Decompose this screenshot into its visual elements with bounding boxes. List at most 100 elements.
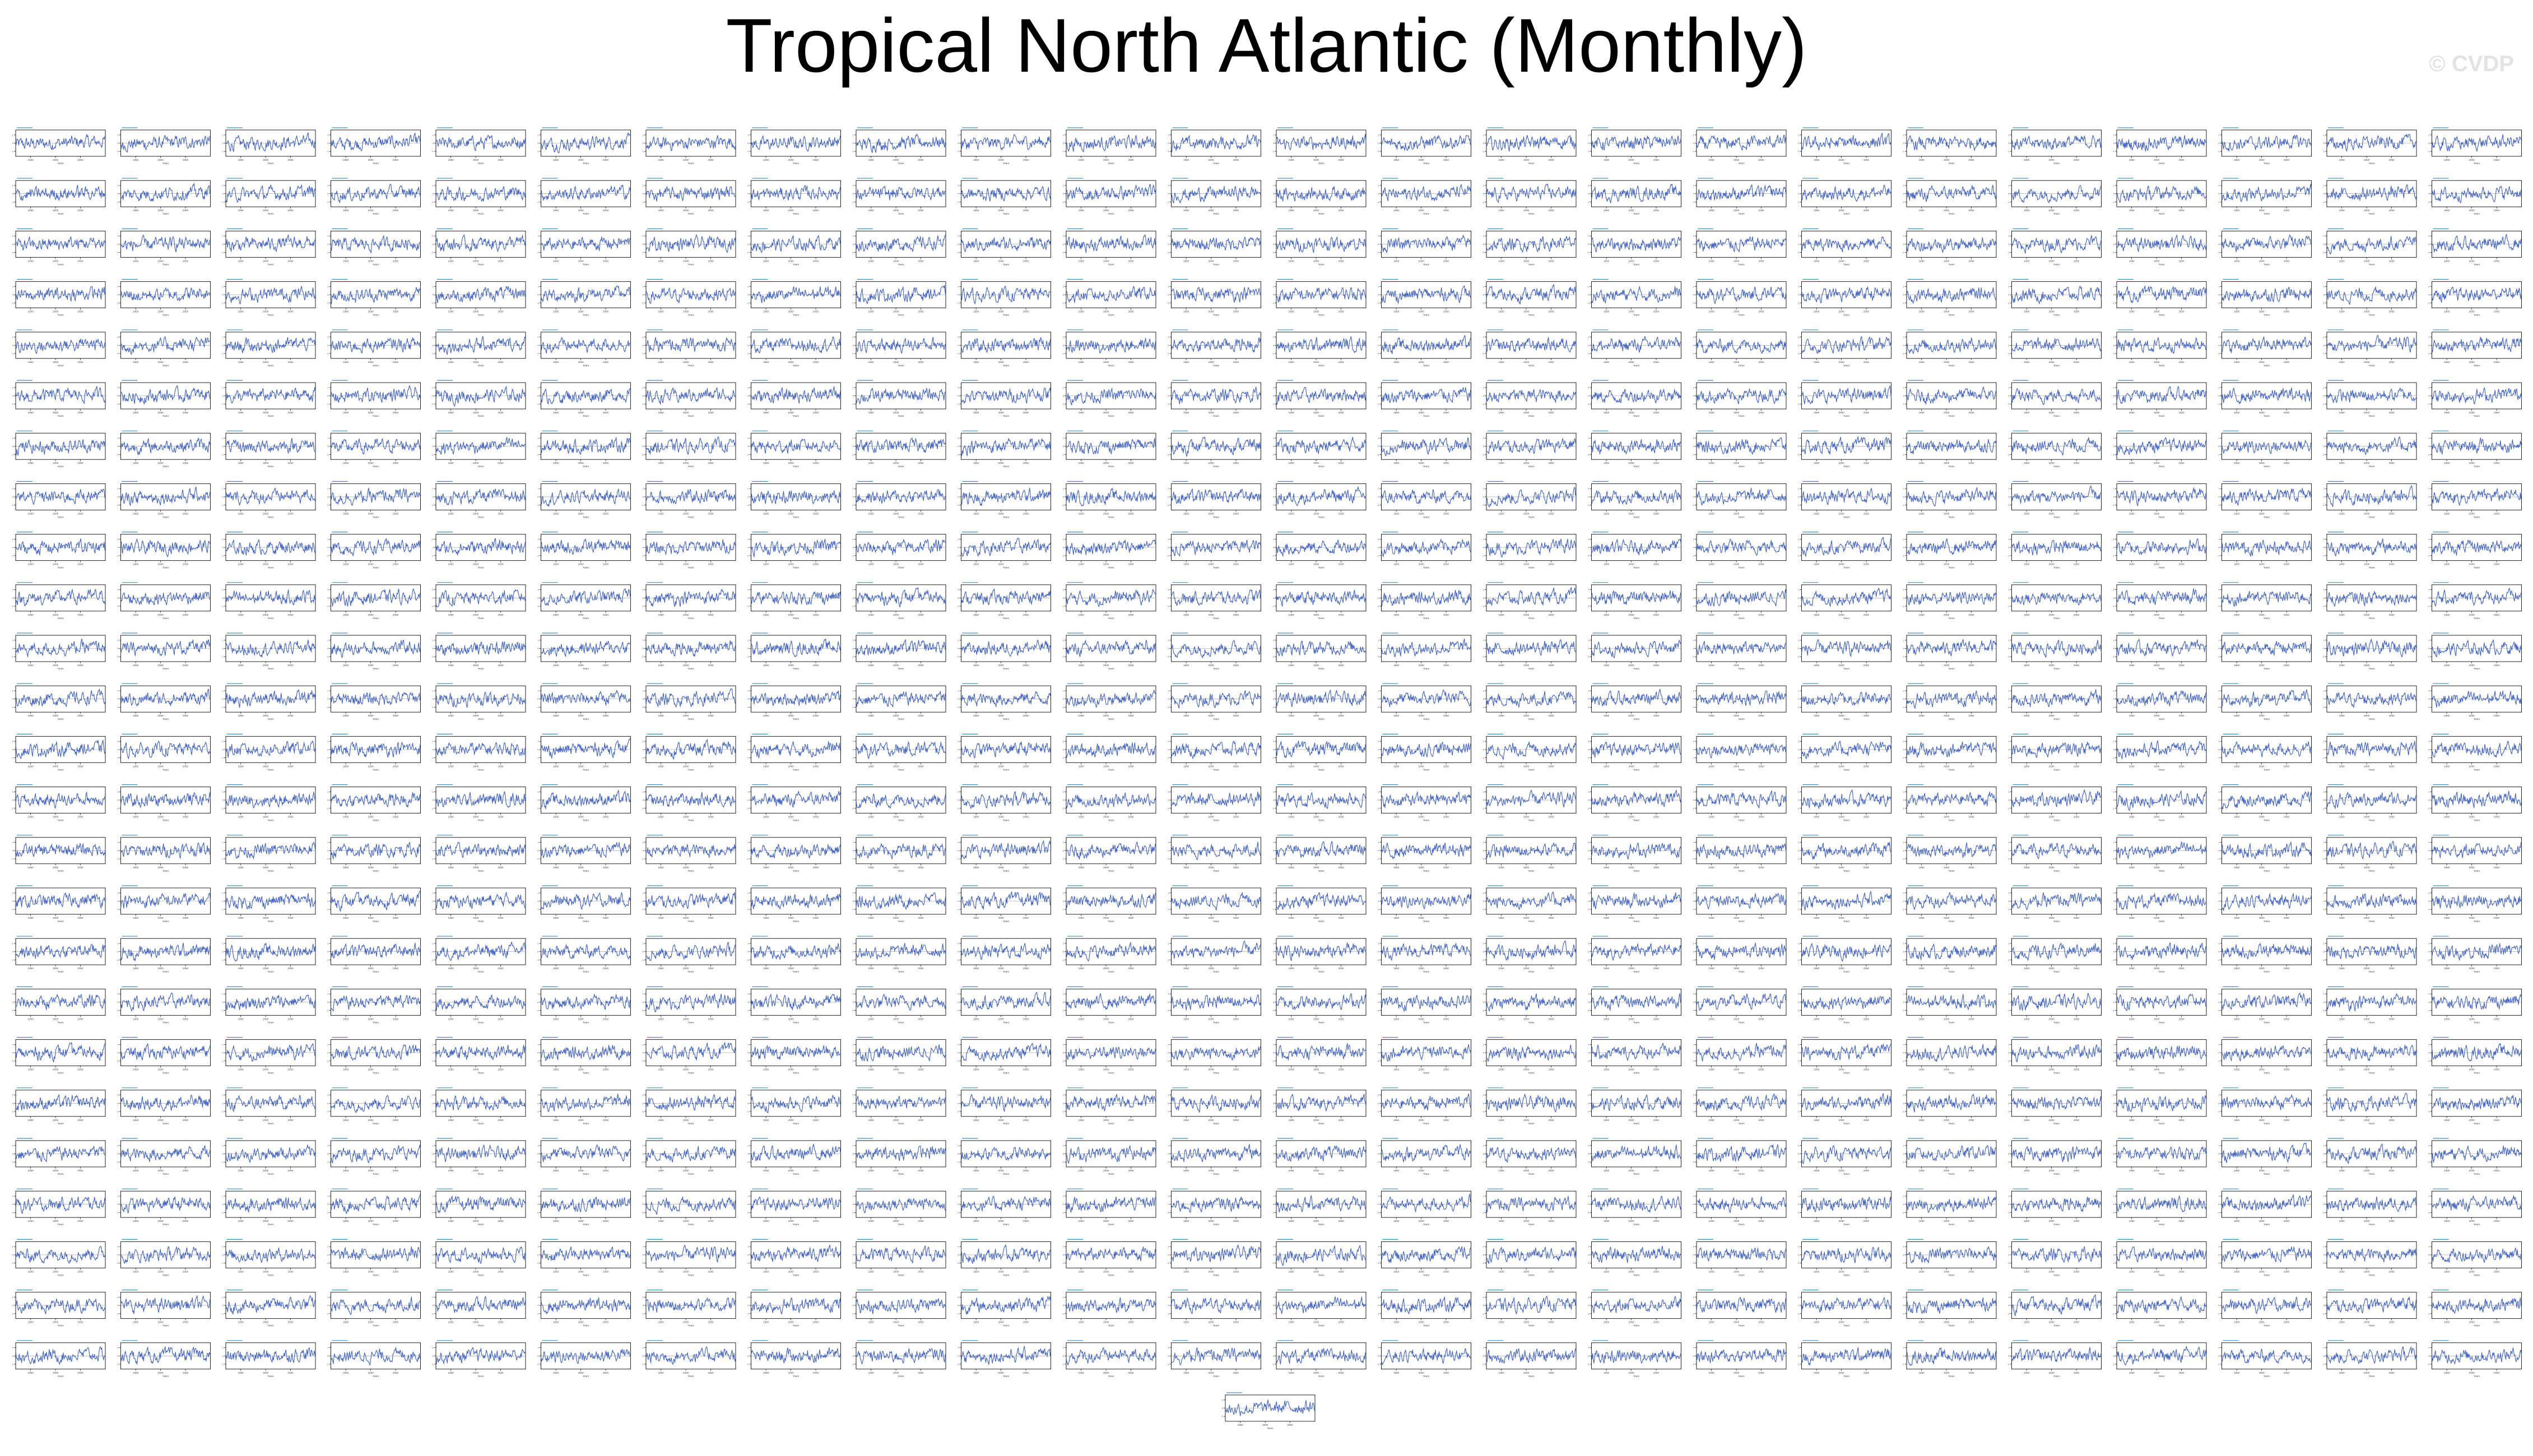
y-tick-label: 0 [2428,344,2430,347]
x-tick-label: 2000 [2364,411,2370,414]
x-tick-label: 2050 [813,411,819,414]
x-tick-label: 2000 [578,462,584,464]
x-tick-label: 2050 [1023,664,1029,667]
y-tick-label: 0 [1168,344,1169,347]
x-tick-label: 1950 [1079,563,1085,566]
y-tick-label: 1 [1063,538,1065,541]
series-line [225,337,316,353]
series-line [1381,134,1472,151]
series-line [1066,488,1156,506]
x-axis-label: Years [687,718,694,720]
x-tick-label: 2050 [1863,462,1870,464]
y-tick-label: 1 [537,133,539,136]
x-tick-label: 2000 [158,310,164,313]
series-line [2116,437,2207,455]
x-tick-label: 2000 [2049,411,2055,414]
x-axis-label: Years [1843,667,1850,670]
x-tick-label: 2000 [158,563,164,566]
x-tick-label: 2000 [1629,159,1635,161]
x-tick-label: 2000 [1839,462,1845,464]
y-tick-label: 0 [2008,445,2010,448]
series-line [2221,387,2312,404]
x-tick-label: 2000 [578,563,584,566]
series-line [1381,539,1472,557]
series-line [750,490,842,504]
y-tick-label: 1 [1693,386,1695,389]
x-tick-label: 1950 [2234,361,2240,364]
x-tick-label: 2000 [368,209,374,212]
y-tick-label: 1 [2008,336,2010,338]
x-tick-label: 2050 [1233,209,1239,212]
x-axis-label: Years [2264,212,2270,215]
x-axis-label: Years [1213,212,1220,215]
x-tick-label: 2050 [2179,259,2185,262]
x-tick-label: 2050 [288,259,294,262]
y-tick-label: 0 [12,142,14,145]
x-axis-label: Years [687,415,694,417]
x-tick-label: 2050 [498,361,504,364]
y-tick-label: -1 [852,655,854,658]
x-axis-label: Years [1003,162,1010,165]
x-tick-label: 2050 [603,613,609,616]
y-tick-label: -1 [537,604,539,607]
x-tick-label: 2050 [603,563,609,566]
series-line [1486,438,1577,454]
x-tick-label: 1950 [2234,462,2240,464]
y-tick-label: 0 [958,344,959,347]
y-tick-label: 0 [2008,546,2010,549]
y-tick-label: -1 [2322,403,2325,406]
y-tick-label: -1 [1902,150,1904,153]
y-tick-label: 0 [433,142,434,145]
x-tick-label: 2050 [1549,411,1555,414]
y-tick-label: -1 [1272,301,1274,304]
x-tick-label: 2000 [1103,209,1109,212]
x-tick-label: 1950 [133,563,139,566]
x-axis-label: Years [1948,617,1955,620]
series-line [331,438,421,455]
x-tick-label: 2050 [1128,714,1135,717]
x-tick-label: 1950 [28,361,34,364]
y-tick-label: 0 [1378,294,1379,296]
x-tick-label: 1950 [658,310,664,313]
series-line [1276,185,1367,202]
series-line [1591,286,1682,304]
series-line [961,537,1052,557]
x-tick-label: 2050 [78,159,84,161]
y-tick-label: -1 [2112,655,2114,658]
y-tick-label: 1 [1588,184,1589,187]
x-axis-label: Years [583,415,589,417]
x-tick-label: 1950 [343,462,349,464]
x-axis-label: Years [1108,415,1114,417]
x-tick-label: 2050 [1863,209,1870,212]
x-tick-label: 1950 [2129,159,2135,161]
x-axis-label: Years [267,515,274,518]
series-line [435,336,526,355]
y-tick-label: -1 [2428,352,2430,355]
y-tick-label: 1 [1798,538,1800,541]
x-axis-label: Years [793,566,800,569]
series-line [2326,335,2417,353]
series-line [435,286,526,303]
y-tick-label: 0 [1693,647,1695,650]
y-tick-label: 1 [1798,437,1800,440]
y-tick-label: 1 [643,336,644,338]
x-axis-label: Years [2158,314,2165,317]
x-tick-label: 2000 [2259,209,2265,212]
x-tick-label: 2050 [603,714,609,717]
y-tick-label: 0 [1168,394,1169,397]
y-tick-label: -1 [2007,301,2010,304]
series-line [1591,183,1682,203]
x-axis-label: Years [2474,314,2480,317]
y-tick-label: -1 [852,403,854,406]
